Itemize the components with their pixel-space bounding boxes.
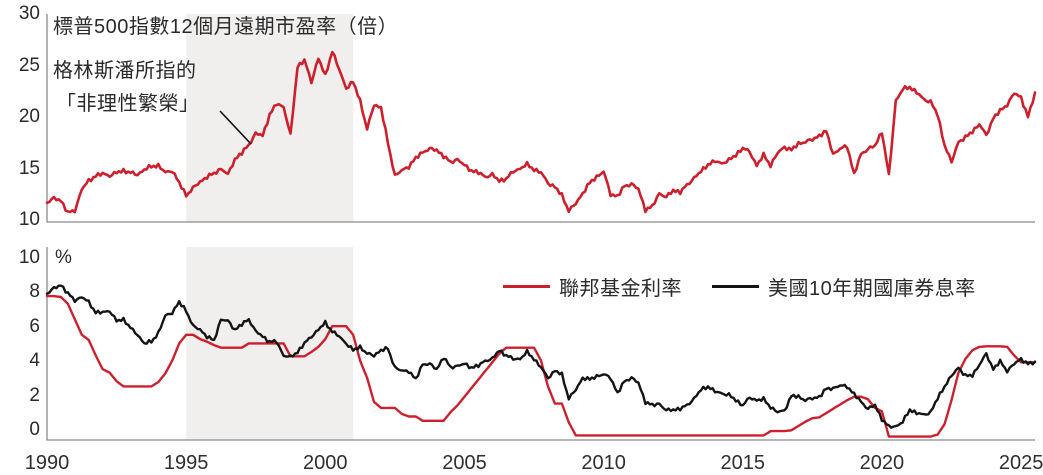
y-tick-label: 10 <box>18 247 40 268</box>
x-tick-label: 1995 <box>163 452 209 474</box>
fed-funds-line-swatch <box>503 285 550 288</box>
fed-funds-legend-label: 聯邦基金利率 <box>559 278 682 300</box>
x-tick-label: 2020 <box>859 452 905 474</box>
legend-item-fed-funds: 聯邦基金利率 <box>503 272 682 301</box>
x-tick-label: 1990 <box>24 452 70 474</box>
y-tick-label: 20 <box>18 106 40 127</box>
y-tick-label: 6 <box>29 315 40 337</box>
axis-lines <box>46 14 1035 223</box>
y-tick-label: 2 <box>29 384 40 406</box>
percent-unit-label: % <box>55 247 72 268</box>
top-chart-title: 標普500指數12個月遠期市盈率（倍） <box>53 16 399 38</box>
x-tick-label: 2010 <box>581 452 626 474</box>
y-tick-label: 10 <box>18 209 40 230</box>
y-tick-label: 25 <box>18 54 40 76</box>
ust10y-legend-label: 美國10年期國庫券息率 <box>768 278 976 300</box>
y-tick-label: 0 <box>29 419 40 440</box>
y-tick-label: 30 <box>18 3 40 24</box>
x-tick-label: 2015 <box>720 452 766 474</box>
x-tick-label: 2000 <box>303 452 348 474</box>
series-fed_funds <box>45 294 1037 438</box>
series-ust10y <box>45 284 1037 429</box>
series-forward_pe <box>45 50 1037 214</box>
y-tick-label: 8 <box>29 281 40 303</box>
legend: 聯邦基金利率 美國10年期國庫券息率 <box>503 272 976 301</box>
x-tick-label: 2005 <box>442 452 487 474</box>
greenspan-annotation-line2: 「非理性繁榮」 <box>56 93 200 115</box>
axis-lines <box>46 247 1035 441</box>
greenspan-annotation-line1: 格林斯潘所指的 <box>53 60 197 82</box>
x-tick-label: 2025 <box>998 452 1043 474</box>
y-tick-label: 15 <box>18 157 40 179</box>
y-tick-label: 4 <box>29 350 40 372</box>
annotation-pointer-line <box>219 110 252 145</box>
legend-item-ust10y: 美國10年期國庫券息率 <box>712 272 976 301</box>
ust10y-line-swatch <box>712 285 759 288</box>
